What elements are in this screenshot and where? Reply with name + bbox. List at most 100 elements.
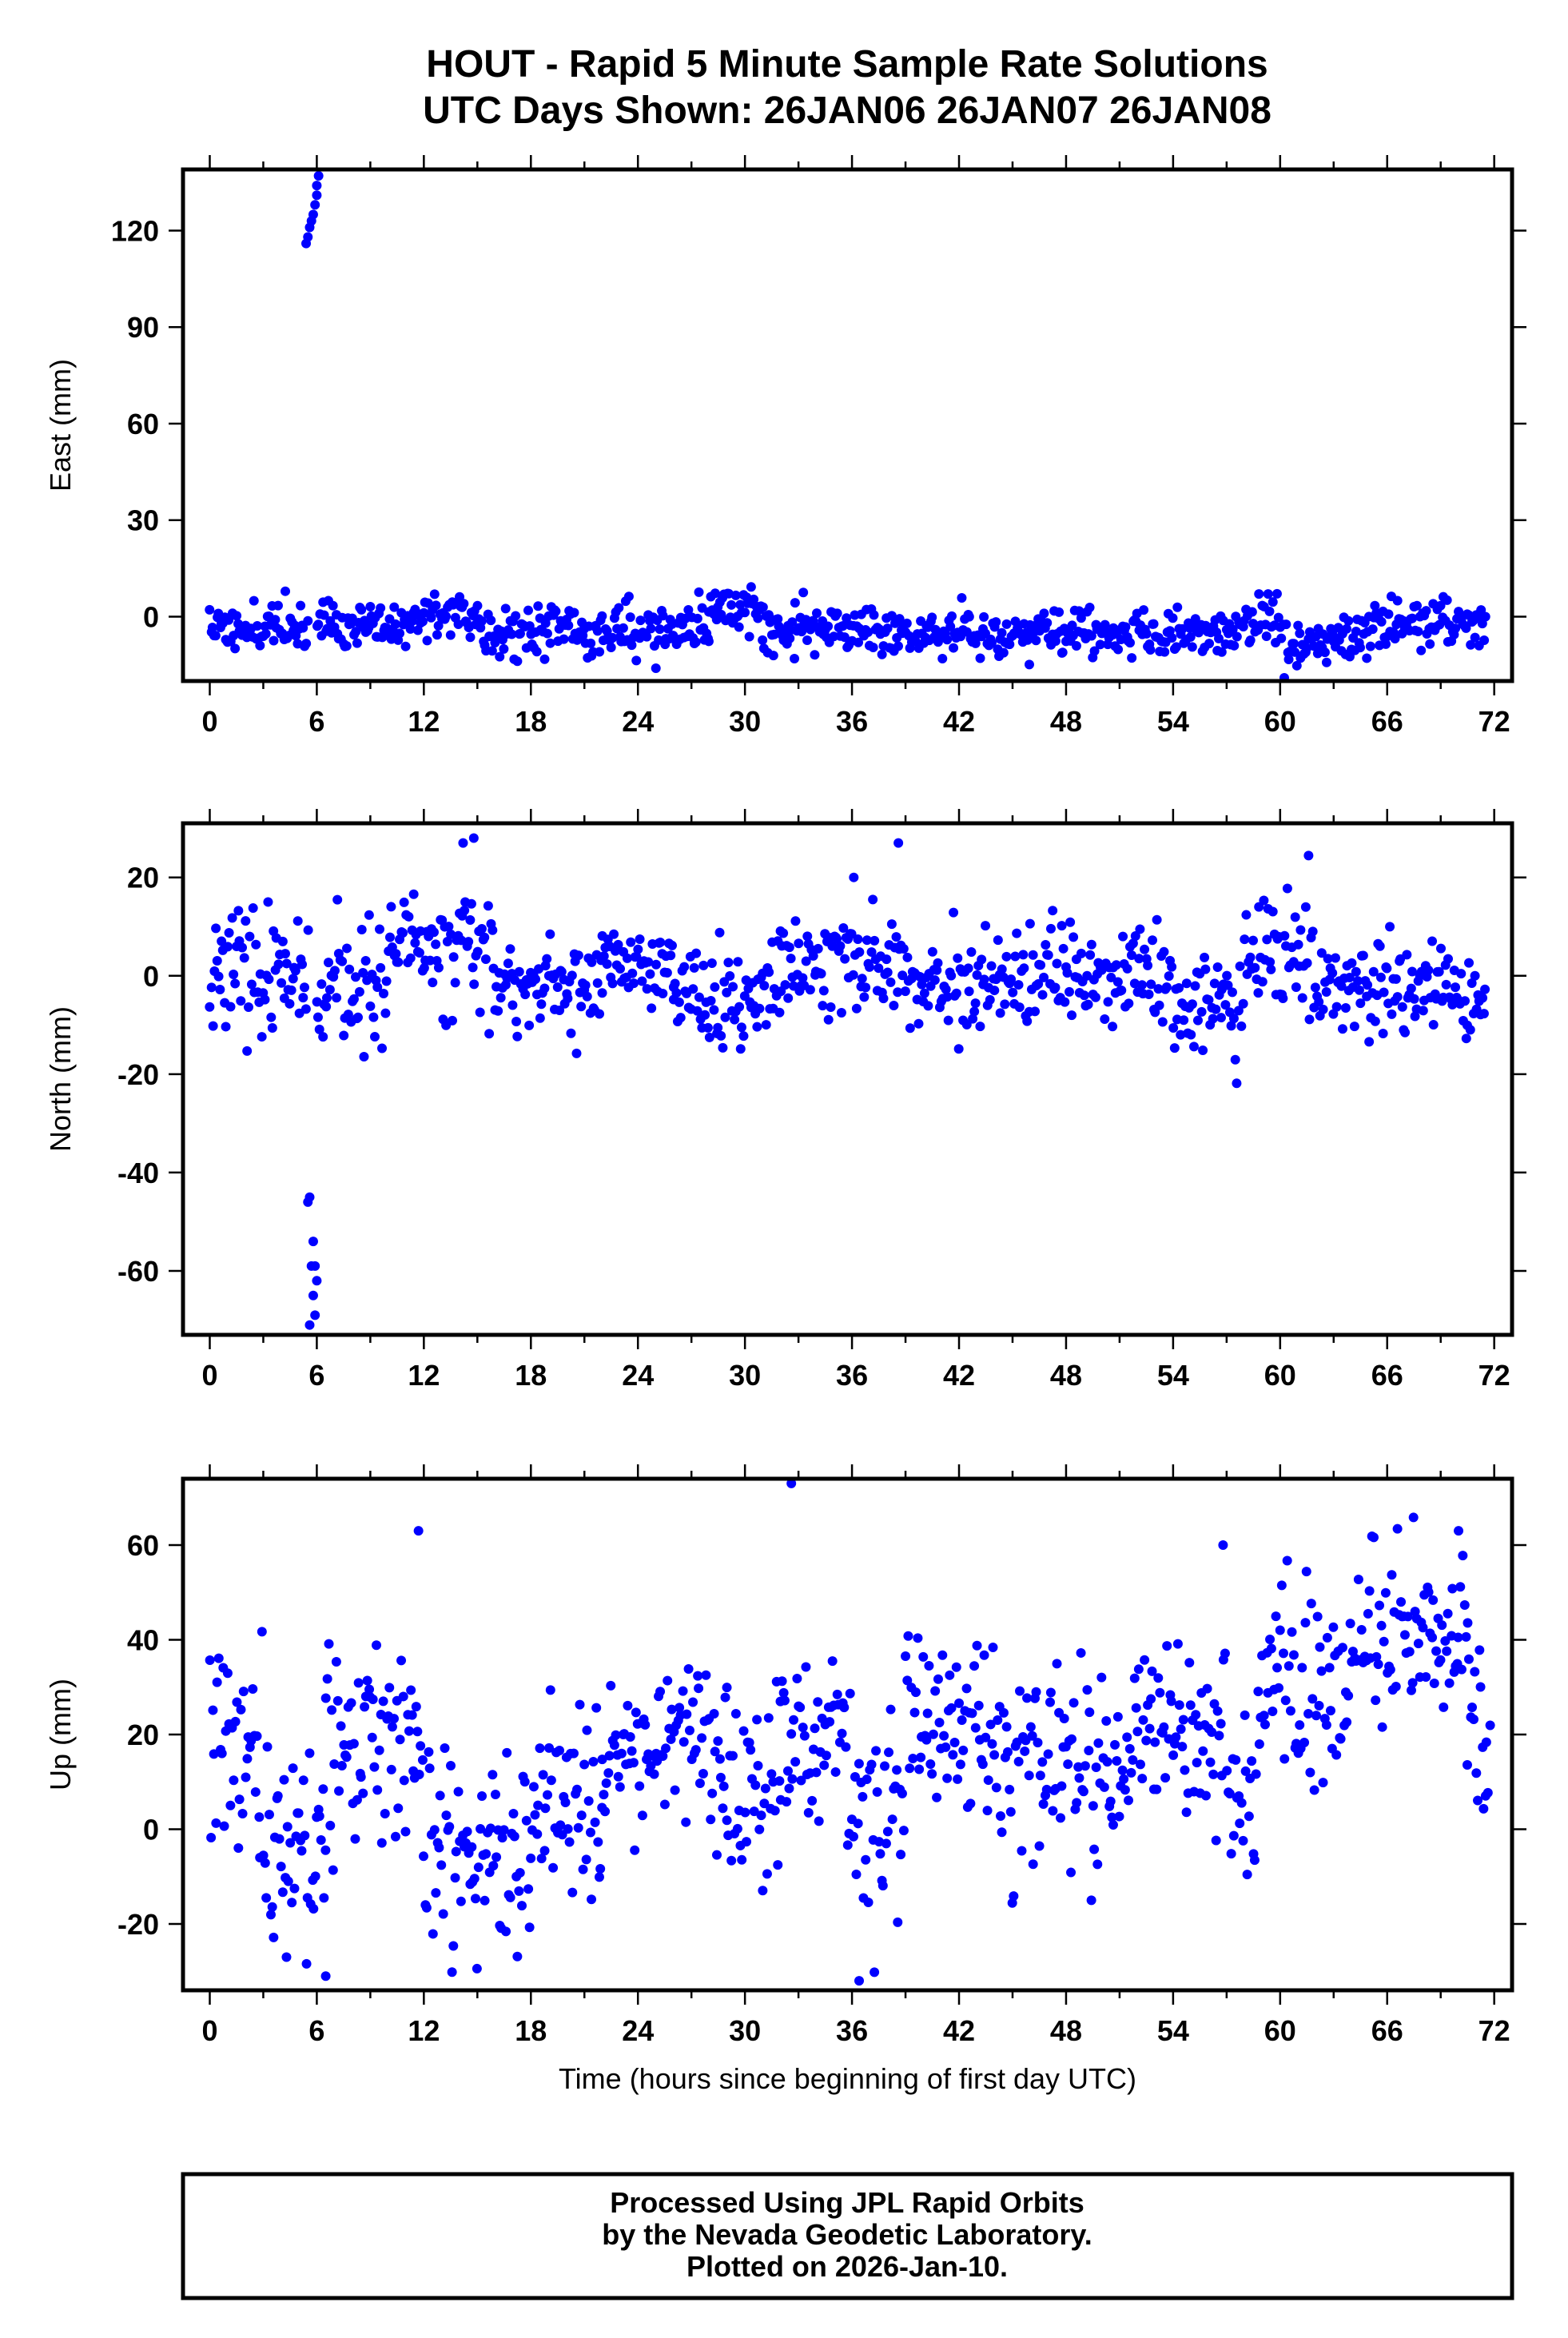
data-point [969,1661,980,1671]
data-point [736,1022,746,1033]
data-point [480,932,490,942]
data-point [861,1854,871,1865]
data-point [710,1747,720,1757]
data-point [356,1772,366,1782]
data-point [1224,1788,1235,1798]
data-point [991,1782,1001,1793]
data-point [503,958,513,969]
data-point [835,941,846,951]
data-point [979,974,989,985]
data-point [1407,613,1418,623]
data-point [892,1765,902,1775]
data-point [854,947,865,958]
plot-frame [181,1476,1514,1993]
y-axis-label: Up (mm) [44,1679,77,1790]
data-point [1027,1731,1037,1741]
data-point [790,1757,801,1767]
data-point [1455,1582,1466,1592]
data-point [622,953,632,963]
data-point [465,632,476,643]
data-point [1285,1706,1295,1716]
data-point [213,1653,224,1663]
data-point [763,1713,774,1723]
data-point [379,988,389,998]
data-point [601,1778,611,1788]
data-point [1200,964,1211,974]
data-point [1311,1711,1321,1721]
data-point [1385,1664,1395,1675]
data-point [206,1833,217,1843]
data-point [752,1715,762,1725]
data-point [618,623,628,633]
data-point [1001,619,1012,629]
x-tick-label: 6 [308,1359,324,1392]
data-point [1135,924,1145,934]
data-point [351,972,361,982]
data-point [428,978,438,988]
y-tick-label: 40 [127,1623,159,1656]
data-point [469,1874,480,1884]
data-point [1319,647,1330,658]
data-point [762,1869,772,1879]
data-point [671,988,682,998]
data-point [476,616,487,627]
data-point [796,1775,806,1786]
data-point [1470,632,1480,643]
data-point [785,633,795,643]
data-point [886,611,897,621]
data-point [369,1032,380,1042]
data-point [1228,1830,1239,1841]
y-tick-label: -40 [117,1157,159,1189]
data-point [836,1008,846,1018]
data-point [1002,1747,1013,1757]
data-point [466,898,476,909]
data-point [1275,1625,1285,1635]
data-point [690,1745,701,1755]
data-point [720,1692,730,1703]
data-point [985,994,995,1005]
data-point [1131,1703,1141,1713]
data-point [1033,979,1044,990]
data-point [948,1750,958,1760]
data-point [1287,1627,1297,1637]
data-point [1212,962,1223,973]
data-point [1250,962,1260,973]
data-point [539,983,550,994]
x-tick-label: 66 [1371,705,1403,738]
data-point [1416,645,1427,655]
data-point [1039,972,1049,982]
data-point [1467,1702,1478,1712]
data-point [733,957,743,967]
data-point [884,1747,894,1758]
data-point [714,927,725,938]
data-point [320,1971,331,1982]
data-point [1167,633,1177,643]
data-point [229,969,239,979]
data-point [703,636,714,647]
data-point [560,1798,571,1808]
data-point [1266,1643,1276,1654]
data-point [1045,1687,1056,1698]
data-point [408,889,419,899]
data-point [511,611,521,621]
data-point [545,638,555,648]
data-point [746,582,756,592]
data-point [245,931,255,942]
x-tick-label: 0 [201,705,217,738]
data-point [411,1702,421,1712]
data-point [524,1020,535,1030]
data-point [921,1735,932,1745]
data-point [1045,923,1056,934]
data-point [761,1020,771,1030]
data-point [864,962,874,972]
data-point [298,623,308,633]
data-point [269,635,279,646]
data-point [1095,639,1105,650]
data-point [642,631,652,642]
data-point [1347,958,1357,968]
data-point [923,1001,933,1011]
data-point [1261,631,1272,642]
data-point [872,1786,882,1797]
data-point [1300,902,1311,912]
data-point [1381,639,1391,649]
